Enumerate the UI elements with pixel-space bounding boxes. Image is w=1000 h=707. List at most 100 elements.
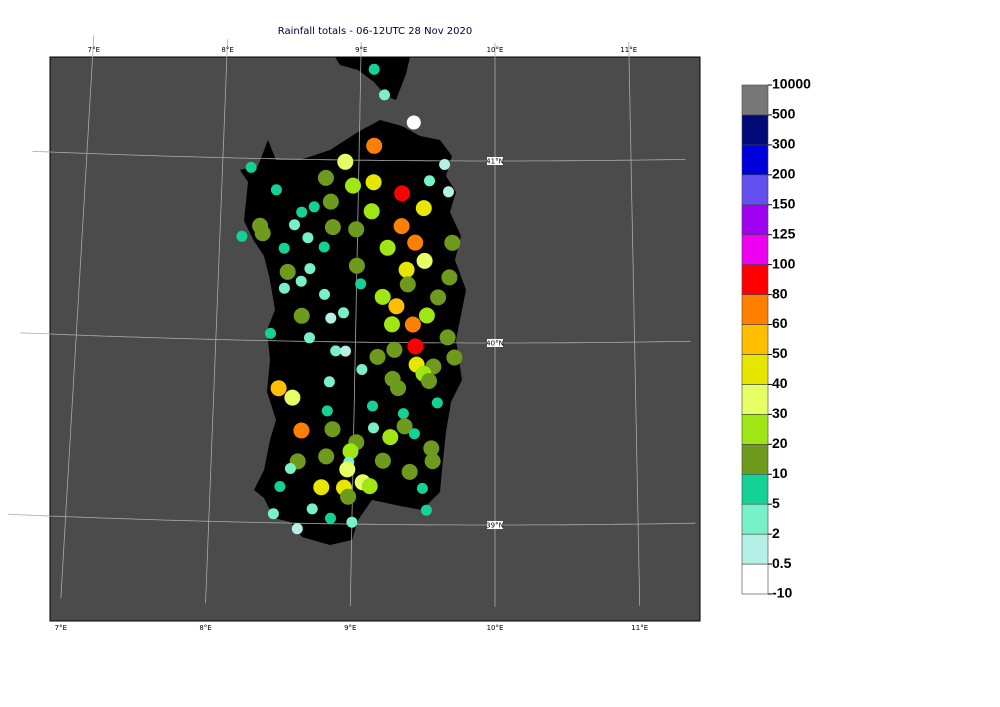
station bbox=[439, 329, 456, 346]
station bbox=[278, 242, 290, 254]
colorbar-box bbox=[741, 324, 769, 355]
station bbox=[404, 316, 421, 333]
colorbar: -10 0.5 2 5 10 20 30 40 50 60 80 100 125 150 200 300 500… bbox=[741, 76, 811, 601]
station bbox=[397, 408, 409, 420]
station bbox=[374, 452, 391, 469]
station bbox=[318, 241, 330, 253]
parallel bbox=[32, 150, 686, 162]
colorbar-label: 2 bbox=[772, 525, 780, 541]
map-title: Rainfall totals - 06-12UTC 28 Nov 2020 bbox=[278, 26, 473, 37]
lon-label-top: 9°E bbox=[355, 46, 367, 54]
station bbox=[393, 218, 410, 235]
station bbox=[270, 184, 282, 196]
meridian bbox=[205, 39, 228, 604]
station bbox=[278, 282, 290, 294]
station bbox=[306, 503, 318, 515]
colorbar-label: 30 bbox=[772, 405, 788, 421]
station bbox=[254, 225, 271, 242]
station bbox=[289, 219, 300, 231]
meridian bbox=[628, 41, 641, 606]
colorbar-box bbox=[741, 84, 769, 116]
station bbox=[386, 341, 403, 358]
station bbox=[330, 345, 342, 357]
station bbox=[317, 169, 334, 186]
station bbox=[446, 349, 463, 366]
station bbox=[245, 161, 257, 173]
station bbox=[325, 512, 336, 524]
lon-label-bottom: 7°E bbox=[55, 624, 67, 632]
station bbox=[416, 252, 433, 269]
colorbar-box bbox=[741, 144, 769, 176]
station bbox=[348, 221, 365, 238]
lon-label-top: 10°E bbox=[487, 46, 504, 54]
colorbar-box bbox=[741, 114, 769, 146]
colorbar-label: -10 bbox=[772, 585, 792, 601]
lon-label-top: 8°E bbox=[221, 46, 233, 54]
station bbox=[304, 332, 315, 344]
lon-label-bottom: 8°E bbox=[199, 624, 211, 632]
lat-label-box bbox=[487, 339, 503, 347]
lat-label: 40°N bbox=[486, 340, 504, 348]
station bbox=[324, 421, 341, 438]
station bbox=[295, 275, 307, 287]
station bbox=[304, 263, 316, 275]
station bbox=[382, 429, 399, 446]
lon-label-bottom: 9°E bbox=[344, 624, 356, 632]
station bbox=[418, 307, 435, 324]
lon-label-top: 7°E bbox=[88, 46, 100, 54]
colorbar-label: 10000 bbox=[772, 76, 811, 92]
station bbox=[308, 201, 320, 213]
station bbox=[390, 380, 407, 397]
colorbar-box bbox=[741, 533, 769, 565]
colorbar-box bbox=[741, 384, 769, 415]
station bbox=[313, 479, 330, 496]
station bbox=[293, 307, 310, 324]
colorbar-label: 100 bbox=[772, 255, 796, 271]
station bbox=[421, 373, 437, 389]
station bbox=[415, 200, 432, 217]
colorbar-box bbox=[741, 473, 769, 505]
colorbar-label: 500 bbox=[772, 106, 796, 122]
station bbox=[302, 232, 314, 244]
stations bbox=[236, 63, 463, 535]
station bbox=[324, 219, 341, 236]
station bbox=[267, 508, 279, 520]
colorbar-box bbox=[741, 294, 769, 325]
station bbox=[431, 397, 443, 409]
station bbox=[356, 364, 368, 375]
station bbox=[361, 478, 378, 495]
station bbox=[394, 185, 411, 202]
lat-label: 39°N bbox=[486, 522, 504, 530]
station bbox=[407, 234, 424, 251]
station bbox=[363, 203, 380, 220]
station bbox=[441, 269, 458, 286]
colorbar-label: 150 bbox=[772, 195, 796, 211]
station bbox=[424, 453, 441, 470]
parallel bbox=[20, 332, 691, 344]
colorbar-label: 125 bbox=[772, 225, 796, 241]
colorbar-label: 300 bbox=[772, 136, 796, 152]
station bbox=[337, 153, 354, 170]
colorbar-label: 10 bbox=[772, 465, 788, 481]
colorbar-box bbox=[741, 174, 769, 206]
meridian bbox=[349, 41, 362, 606]
station bbox=[368, 422, 379, 434]
station bbox=[338, 307, 349, 319]
station bbox=[406, 115, 421, 130]
colorbar-box bbox=[741, 234, 769, 265]
lon-label-bottom: 11°E bbox=[631, 624, 648, 632]
station bbox=[388, 298, 405, 315]
station bbox=[416, 482, 428, 494]
station bbox=[379, 239, 396, 256]
colorbar-label: 50 bbox=[772, 345, 788, 361]
lon-label-bottom: 10°E bbox=[487, 624, 504, 632]
station bbox=[423, 440, 440, 457]
meridian bbox=[60, 35, 95, 599]
station bbox=[384, 316, 400, 333]
station bbox=[444, 234, 461, 251]
colorbar-box bbox=[741, 443, 769, 475]
station bbox=[443, 186, 454, 198]
station bbox=[342, 443, 359, 460]
station bbox=[339, 461, 356, 478]
